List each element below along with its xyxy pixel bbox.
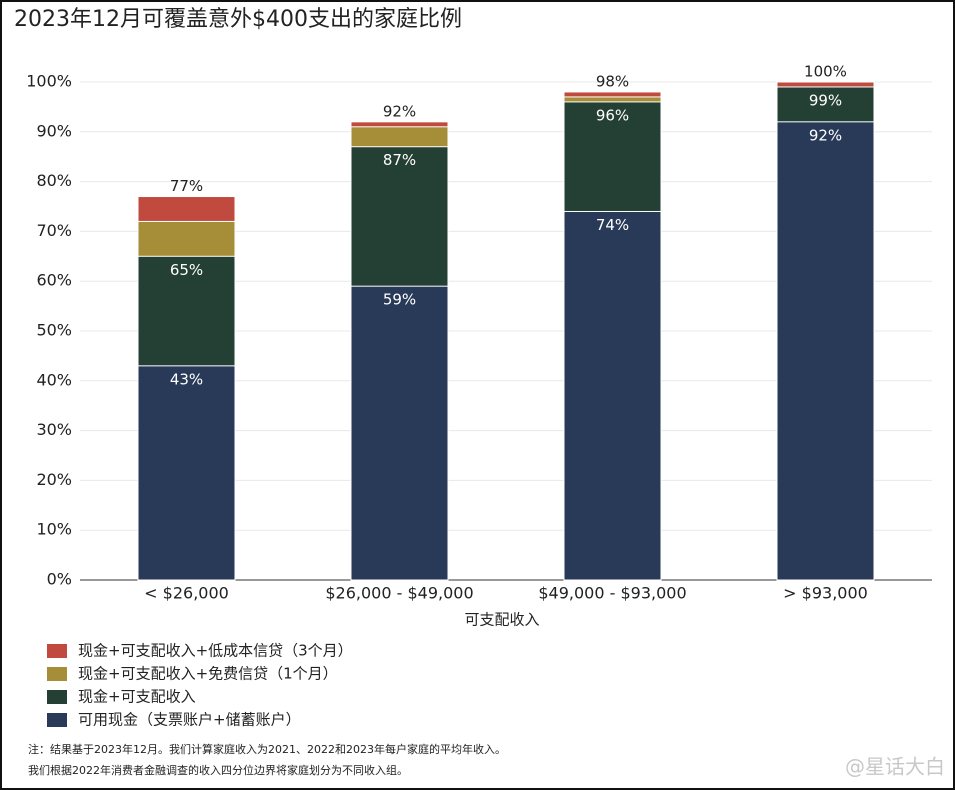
y-tick-label: 60% (36, 271, 72, 290)
bar (137, 365, 236, 581)
data-label: 98% (596, 72, 629, 90)
legend-swatch (47, 644, 67, 658)
y-tick-label: 30% (36, 420, 72, 439)
y-tick-label: 80% (36, 171, 72, 190)
data-label: 92% (383, 102, 416, 120)
x-tick-label: < $26,000 (144, 584, 229, 603)
data-label: 59% (383, 291, 416, 309)
data-label: 65% (170, 261, 203, 279)
bar (350, 285, 449, 581)
data-label: 43% (170, 370, 203, 388)
y-tick-label: 40% (36, 370, 72, 389)
legend-label: 现金+可支配收入+低成本信贷（3个月） (78, 642, 353, 660)
legend-label: 现金+可支配收入 (78, 688, 196, 706)
data-label: 96% (596, 106, 629, 124)
legend-swatch (47, 713, 67, 727)
data-label: 74% (596, 216, 629, 234)
x-tick-label: $49,000 - $93,000 (538, 584, 686, 603)
bar (563, 210, 662, 581)
note: 我们根据2022年消费者金融调查的收入四分位边界将家庭划分为不同收入组。 (28, 763, 408, 777)
note: 注：结果基于2023年12月。我们计算家庭收入为2021、2022和2023年每… (28, 742, 506, 756)
data-label: 87% (383, 151, 416, 169)
x-axis-label: 可支配收入 (464, 611, 539, 629)
y-tick-label: 100% (26, 72, 72, 91)
legend-swatch (47, 667, 67, 681)
y-tick-label: 50% (36, 321, 72, 340)
y-tick-label: 0% (47, 570, 72, 589)
chart-title: 2023年12月可覆盖意外$400支出的家庭比例 (14, 7, 462, 32)
data-label: 92% (809, 126, 842, 144)
legend-label: 可用现金（支票账户+储蓄账户） (78, 711, 301, 729)
y-tick-label: 20% (36, 470, 72, 489)
legend-swatch (47, 690, 67, 704)
y-tick-label: 10% (36, 520, 72, 539)
x-tick-label: $26,000 - $49,000 (325, 584, 473, 603)
data-label: 77% (170, 177, 203, 195)
legend-label: 现金+可支配收入+免费信贷（1个月） (78, 665, 338, 683)
y-tick-label: 70% (36, 221, 72, 240)
y-tick-label: 90% (36, 121, 72, 140)
data-label: 99% (809, 91, 842, 109)
x-tick-label: > $93,000 (783, 584, 868, 603)
bar (776, 121, 875, 581)
data-label: 100% (804, 63, 847, 81)
watermark: @星话大白 (845, 755, 945, 779)
